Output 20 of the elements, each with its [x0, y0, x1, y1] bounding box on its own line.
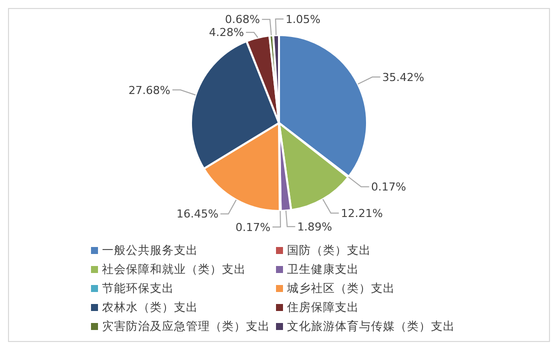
legend-label: 一般公共服务支出 — [102, 242, 198, 258]
data-label: 4.28% — [209, 26, 244, 40]
legend-label: 文化旅游体育与传媒（类）支出 — [287, 318, 455, 334]
data-label: 16.45% — [176, 208, 218, 221]
data-label: 1.05% — [286, 12, 321, 26]
legend-label: 国防（类）支出 — [287, 242, 371, 258]
legend-label: 灾害防治及应急管理（类）支出 — [102, 318, 270, 334]
legend-label: 住房保障支出 — [287, 300, 359, 314]
legend-label: 节能环保支出 — [102, 280, 174, 296]
legend-label: 社会保障和就业（类）支出 — [102, 262, 246, 276]
data-label: 0.68% — [224, 13, 260, 26]
legend-label: 城乡社区（类）支出 — [287, 280, 395, 296]
data-label: 35.42% — [382, 70, 424, 84]
legend-label: 农林水（类）支出 — [102, 300, 198, 314]
data-label: 1.89% — [297, 220, 332, 234]
data-label: 0.17% — [236, 220, 270, 234]
data-label: 0.17% — [371, 180, 406, 194]
legend-label: 卫生健康支出 — [287, 262, 359, 276]
data-label: 27.68% — [128, 84, 170, 97]
data-label: 12.21% — [340, 207, 383, 220]
